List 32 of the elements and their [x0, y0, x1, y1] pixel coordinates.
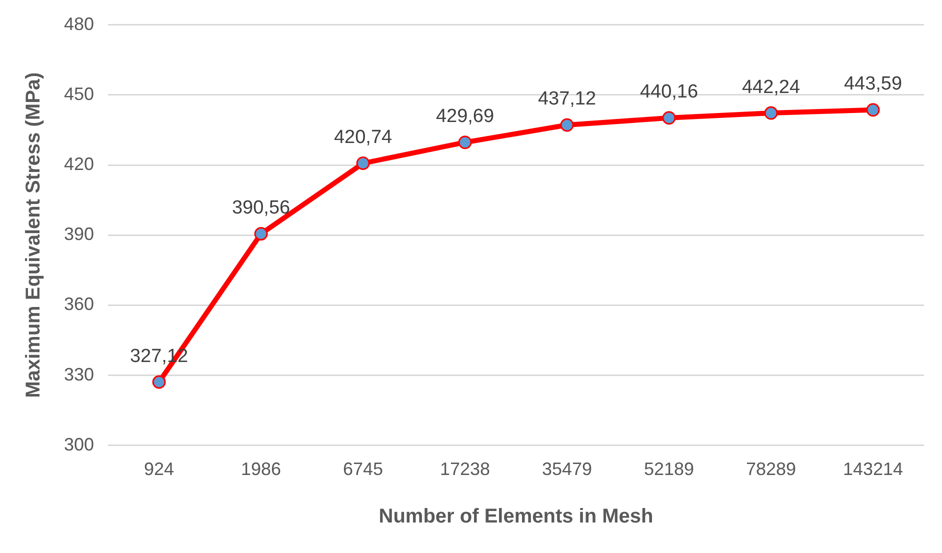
y-tick-label: 360	[64, 294, 94, 314]
point	[662, 111, 676, 125]
data-label: 442,24	[742, 76, 800, 98]
data-label: 437,12	[538, 88, 596, 110]
y-tick-label: 390	[64, 224, 94, 244]
y-tick-label: 330	[64, 364, 94, 384]
point	[560, 118, 574, 132]
x-axis-title: Number of Elements in Mesh	[378, 506, 654, 528]
y-tick-label: 480	[64, 14, 94, 34]
point	[152, 375, 166, 389]
point	[764, 106, 778, 120]
x-tick-label: 924	[144, 459, 174, 480]
x-tick-label: 1986	[241, 459, 282, 480]
y-tick-label: 300	[64, 434, 94, 454]
y-axis-title: Maximum Equivalent Stress (MPa)	[22, 72, 45, 398]
y-tick-label: 450	[64, 84, 94, 104]
point	[254, 227, 268, 241]
data-label: 420,74	[334, 127, 393, 148]
x-tick-label: 78289	[746, 459, 796, 480]
x-tick-label: 6745	[343, 459, 384, 480]
y-tick-label: 420	[64, 154, 94, 174]
x-tick-label: 17238	[440, 459, 490, 480]
data-label: 440,16	[640, 82, 698, 103]
point	[866, 103, 880, 117]
data-label: 429,69	[436, 106, 494, 128]
x-tick-label: 143214	[842, 459, 904, 480]
x-tick-label: 35479	[542, 459, 592, 480]
point	[458, 136, 472, 150]
data-label: 443,59	[844, 74, 902, 95]
point	[356, 156, 370, 170]
data-label: 390,56	[232, 198, 290, 219]
x-tick-label: 52189	[644, 459, 694, 480]
